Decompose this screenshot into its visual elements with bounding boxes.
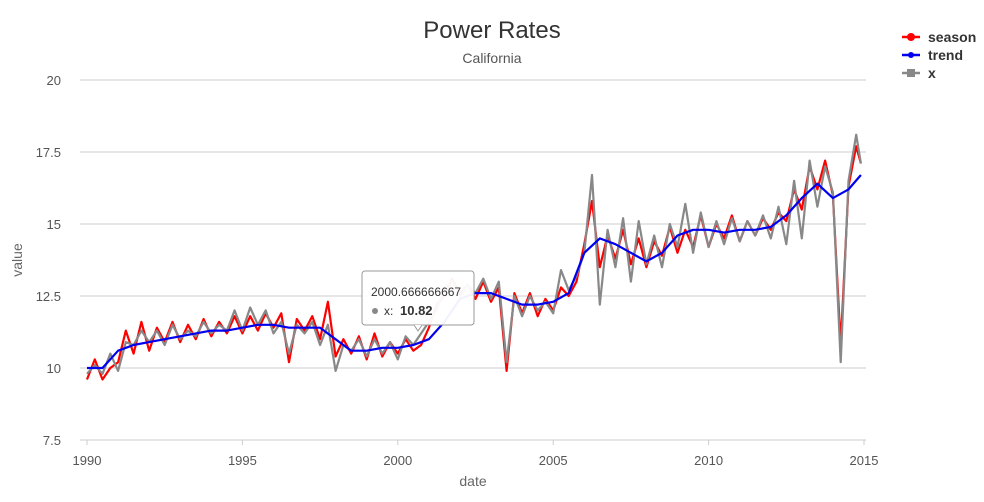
x-tick-label: 2010 [694, 453, 723, 468]
legend-label-season: season [928, 29, 976, 45]
legend-label-trend: trend [928, 47, 963, 63]
legend-marker-x [907, 69, 915, 77]
y-tick-labels: 7.5 10 12.5 15 17.5 20 [36, 73, 61, 448]
series-line-trend [87, 174, 862, 370]
y-tick-label: 12.5 [36, 289, 61, 304]
legend: season trend x [902, 29, 976, 81]
legend-marker-trend [908, 52, 914, 58]
tooltip: 2000.666666667 x: 10.82 [361, 270, 475, 332]
x-axis-label: date [459, 473, 486, 489]
x-tick-label: 1995 [228, 453, 257, 468]
tooltip-pointer [413, 324, 423, 332]
series-lines [85, 133, 862, 381]
grid-lines [80, 79, 866, 369]
y-tick-label: 7.5 [43, 433, 61, 448]
chart-subtitle: California [462, 50, 521, 66]
series-line-season [85, 145, 862, 381]
x-tick-labels: 1990 1995 2000 2005 2010 2015 [73, 440, 879, 468]
x-tick-label: 2005 [539, 453, 568, 468]
y-tick-label: 17.5 [36, 145, 61, 160]
x-tick-label: 2015 [850, 453, 879, 468]
x-tick-label: 2000 [383, 453, 412, 468]
y-tick-label: 15 [47, 217, 61, 232]
tooltip-series-label: x: [384, 304, 393, 318]
tooltip-marker [372, 308, 378, 314]
tooltip-value: 10.82 [400, 303, 433, 318]
y-tick-label: 20 [47, 73, 61, 88]
x-tick-label: 1990 [73, 453, 102, 468]
legend-label-x: x [928, 65, 936, 81]
chart-title: Power Rates [423, 17, 560, 44]
tooltip-x-label: 2000.666666667 [371, 285, 461, 299]
legend-marker-season [907, 33, 915, 41]
y-tick-label: 10 [47, 361, 61, 376]
series-line-x [86, 133, 862, 375]
y-axis-label: value [9, 243, 25, 277]
